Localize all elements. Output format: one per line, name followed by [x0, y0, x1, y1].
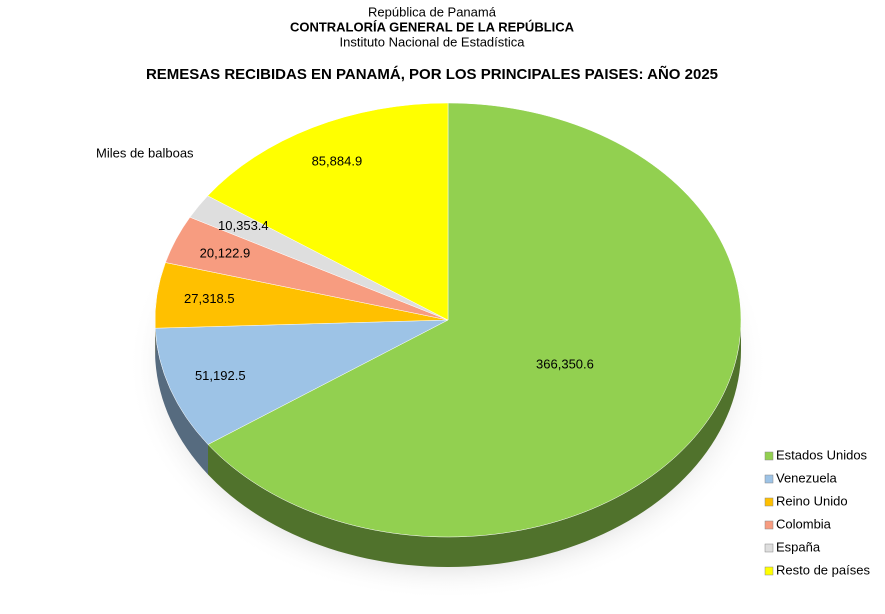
legend-label: Venezuela — [776, 470, 837, 485]
legend-label: España — [776, 539, 821, 554]
slice — [207, 102, 742, 538]
slice — [154, 319, 449, 445]
data-label: 27,318.5 — [184, 291, 235, 306]
header-line: Instituto Nacional de Estadística — [340, 34, 526, 49]
header-line: República de Panamá — [368, 4, 497, 19]
legend-swatch — [764, 566, 774, 576]
legend-label: Colombia — [776, 516, 832, 531]
legend-swatch — [764, 474, 774, 484]
data-label: 51,192.5 — [195, 368, 246, 383]
unit-label: Miles de balboas — [96, 145, 194, 160]
legend-swatch — [764, 543, 774, 553]
legend-label: Estados Unidos — [776, 447, 868, 462]
legend-label: Resto de países — [776, 562, 870, 577]
chart-title: REMESAS RECIBIDAS EN PANAMÁ, POR LOS PRI… — [146, 65, 718, 83]
data-label: 20,122.9 — [200, 245, 251, 260]
slice-side — [207, 320, 742, 567]
data-label: 85,884.9 — [312, 154, 363, 169]
header-line: CONTRALORÍA GENERAL DE LA REPÚBLICA — [290, 19, 575, 34]
data-label: 366,350.6 — [536, 357, 594, 372]
slice-side — [155, 328, 208, 475]
legend-swatch — [764, 520, 774, 530]
data-label: 10,353.4 — [218, 218, 269, 233]
legend-swatch — [764, 497, 774, 507]
slice — [207, 102, 449, 321]
legend-label: Reino Unido — [776, 493, 848, 508]
legend-swatch — [764, 451, 774, 461]
